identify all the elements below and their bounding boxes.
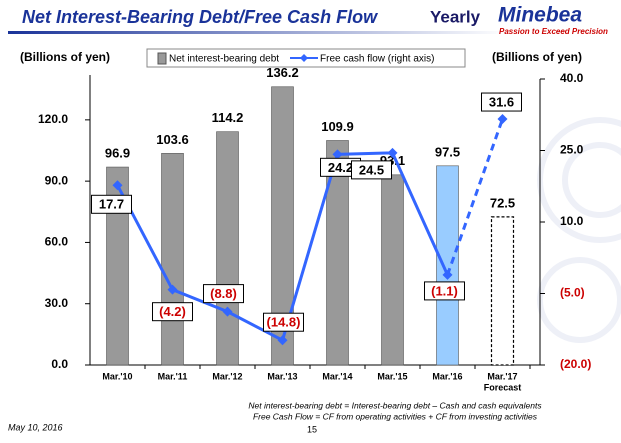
y-tick-label: 60.0 [45, 235, 69, 249]
y-tick-label: 30.0 [45, 296, 69, 310]
y2-tick-label: (5.0) [560, 286, 585, 300]
fcf-label-box [351, 160, 392, 180]
y2-tick-label: 10.0 [560, 214, 584, 228]
fcf-marker [387, 147, 398, 158]
bar [106, 166, 129, 366]
fcf-forecast-line [446, 118, 504, 276]
y2-axis-label: (Billions of yen) [492, 50, 582, 64]
bar [326, 140, 349, 366]
bar-label: 97.5 [435, 144, 460, 159]
fcf-label-box [152, 302, 193, 322]
legend-label: Free cash flow (right axis) [320, 54, 434, 65]
bar [490, 216, 515, 366]
y2-tick-label: (20.0) [560, 357, 591, 371]
fcf-marker [167, 284, 178, 295]
bar-label: 96.9 [105, 145, 130, 160]
footer-date: May 10, 2016 [8, 422, 63, 432]
y-tick-label: 90.0 [45, 173, 69, 187]
y-axis-label: (Billions of yen) [20, 50, 110, 64]
fcf-marker [332, 149, 343, 160]
x-tick-label: Mar.'12 [212, 371, 242, 381]
fcf-marker [112, 180, 123, 191]
x-tick-label: Mar.'10 [102, 371, 132, 381]
fcf-marker [497, 114, 508, 125]
x-tick-label: Mar.'17 [487, 371, 517, 381]
bar [271, 86, 294, 366]
fcf-label: (14.8) [267, 315, 301, 330]
fcf-label: (1.1) [431, 283, 458, 298]
bar-label: 72.5 [490, 195, 515, 210]
fcf-label-box [424, 281, 465, 301]
fcf-label-box [91, 194, 132, 214]
logo: Minebea [498, 4, 582, 27]
x-tick-label: Mar.'15 [377, 371, 407, 381]
fcf-label: 24.2 [328, 160, 353, 175]
bar [216, 131, 239, 366]
bar-label: 114.2 [212, 110, 244, 125]
footnote: Net interest-bearing debt = Interest-bea… [248, 400, 542, 410]
fcf-label: 31.6 [489, 94, 514, 109]
fcf-label-box [481, 92, 522, 112]
slide-title: Net Interest-Bearing Debt/Free Cash Flow [22, 7, 378, 27]
fcf-label: (4.2) [159, 304, 186, 319]
x-tick-label: Mar.'14 [322, 371, 352, 381]
fcf-marker [277, 335, 288, 346]
x-tick-note: Forecast [484, 382, 522, 392]
bar [381, 174, 404, 366]
bar [161, 153, 184, 366]
fcf-label: 17.7 [99, 197, 124, 212]
tagline: Passion to Exceed Precision [499, 27, 608, 36]
fcf-label-box [203, 284, 244, 304]
legend-label: Net interest-bearing debt [169, 54, 279, 65]
legend-marker [300, 54, 308, 62]
bar-label: 103.6 [156, 132, 189, 147]
x-tick-label: Mar.'16 [432, 371, 462, 381]
y2-tick-label: 25.0 [560, 143, 584, 157]
footnote: Free Cash Flow = CF from operating activ… [253, 411, 538, 421]
x-tick-label: Mar.'13 [267, 371, 297, 381]
fcf-label: 24.5 [359, 162, 384, 177]
y2-tick-label: 40.0 [560, 71, 584, 85]
fcf-marker [222, 306, 233, 317]
bar [436, 165, 459, 366]
title-underline [8, 31, 508, 34]
y-tick-label: 120.0 [38, 112, 68, 126]
bar-label: 109.9 [321, 119, 354, 134]
legend-swatch [157, 52, 167, 65]
y-tick-label: 0.0 [51, 357, 68, 371]
period-label: Yearly [430, 7, 481, 26]
page-number: 15 [307, 424, 317, 434]
fcf-label-box [263, 312, 304, 332]
bar-label: 136.2 [266, 65, 299, 80]
x-tick-label: Mar.'11 [158, 371, 188, 381]
fcf-label: (8.8) [210, 286, 237, 301]
fcf-marker [442, 269, 453, 280]
